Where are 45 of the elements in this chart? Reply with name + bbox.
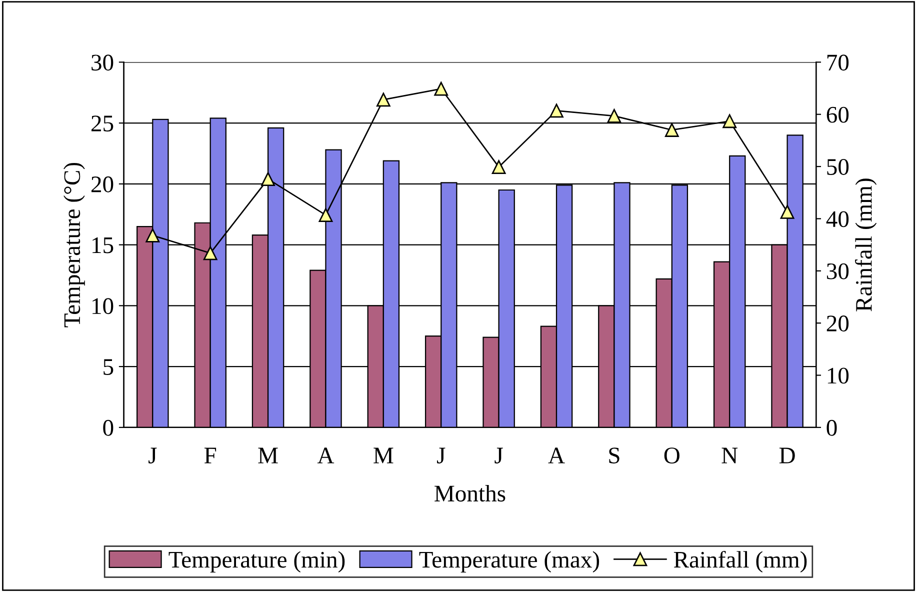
point <box>434 82 448 96</box>
x-tick-label: J <box>437 448 446 464</box>
y2-tick-label: 40 <box>826 211 849 228</box>
y-tick-label: 25 <box>92 116 114 132</box>
y2-tick-label: 20 <box>826 316 849 332</box>
x-tick-label: J <box>148 448 157 464</box>
x-tick-label: J <box>494 448 503 464</box>
legend-label: Temperature (max) <box>419 551 600 573</box>
y-tick-label: 20 <box>92 176 114 192</box>
point <box>376 92 390 107</box>
y2-axis-title: Rainfall (mm) <box>855 178 877 312</box>
point <box>722 114 737 128</box>
y2-tick-label: 60 <box>826 106 849 123</box>
x-tick-label: A <box>548 448 565 464</box>
y-tick-label: 10 <box>92 298 114 314</box>
x-tick-label: M <box>258 448 278 464</box>
y-tick-label: 0 <box>103 420 114 436</box>
y2-tick-label: 50 <box>827 159 849 175</box>
point <box>664 123 679 137</box>
x-axis-title: Months <box>434 484 506 502</box>
x-tick-label: N <box>722 448 738 464</box>
x-tick-label: S <box>609 448 620 464</box>
y-tick-label: 5 <box>104 359 114 375</box>
x-tick-label: O <box>664 448 680 464</box>
x-tick-label: M <box>374 448 394 464</box>
point <box>607 108 622 123</box>
x-tick-label: A <box>317 448 334 464</box>
y2-tick-label: 10 <box>828 368 849 384</box>
point <box>146 228 160 242</box>
y2-tick-label: 70 <box>827 54 849 71</box>
y-axis-title: Temperature (°C) <box>63 162 85 328</box>
y-tick-label: 30 <box>92 54 114 71</box>
point <box>780 204 794 219</box>
legend-label: Rainfall (mm) <box>674 550 807 573</box>
x-tick-label: D <box>779 448 795 464</box>
x-tick-label: F <box>204 448 216 464</box>
y-tick-label: 15 <box>92 237 114 254</box>
point <box>261 172 275 186</box>
point <box>318 208 333 222</box>
y2-tick-label: 0 <box>826 420 837 436</box>
y2-tick-label: 30 <box>826 263 849 280</box>
legend-label: Temperature (min) <box>168 551 345 573</box>
point <box>550 104 564 118</box>
point <box>203 246 218 260</box>
point <box>492 160 506 174</box>
